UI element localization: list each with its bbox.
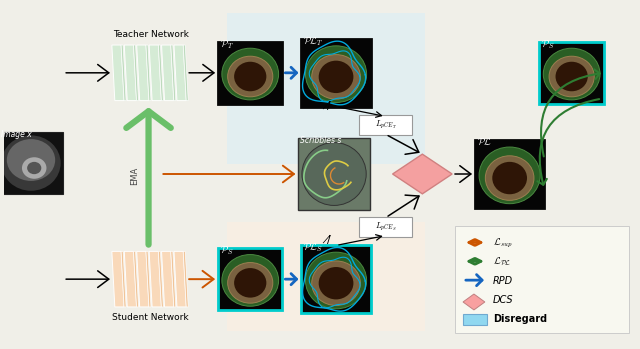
Polygon shape bbox=[149, 45, 161, 101]
Polygon shape bbox=[112, 251, 124, 307]
Ellipse shape bbox=[228, 56, 273, 97]
Polygon shape bbox=[134, 45, 138, 101]
Text: Student Network: Student Network bbox=[112, 313, 189, 322]
Polygon shape bbox=[463, 294, 485, 310]
Ellipse shape bbox=[234, 62, 266, 91]
Ellipse shape bbox=[485, 156, 534, 200]
Ellipse shape bbox=[319, 61, 353, 93]
Bar bbox=[218, 42, 282, 104]
Bar bbox=[227, 13, 426, 164]
Polygon shape bbox=[124, 251, 136, 307]
Ellipse shape bbox=[305, 252, 367, 309]
Polygon shape bbox=[137, 251, 149, 307]
FancyBboxPatch shape bbox=[359, 116, 412, 135]
Polygon shape bbox=[161, 251, 174, 307]
Text: EMA: EMA bbox=[130, 167, 139, 185]
Ellipse shape bbox=[543, 48, 600, 100]
Polygon shape bbox=[121, 45, 126, 101]
Polygon shape bbox=[174, 45, 186, 101]
Polygon shape bbox=[112, 45, 124, 101]
Bar bbox=[455, 225, 628, 333]
Text: Teacher Network: Teacher Network bbox=[113, 30, 188, 39]
Bar bbox=[227, 222, 426, 331]
Text: $\mathcal{P}\mathcal{L}_S$: $\mathcal{P}\mathcal{L}_S$ bbox=[303, 242, 324, 254]
Text: $\mathcal{P}\mathcal{L}_T$: $\mathcal{P}\mathcal{L}_T$ bbox=[303, 35, 324, 48]
Ellipse shape bbox=[7, 139, 55, 181]
Polygon shape bbox=[171, 251, 176, 307]
Bar bbox=[0, 132, 63, 194]
Text: DCS: DCS bbox=[493, 295, 513, 305]
Polygon shape bbox=[183, 45, 188, 101]
Polygon shape bbox=[183, 251, 188, 307]
Text: $\not\!\!/$: $\not\!\!/$ bbox=[322, 232, 333, 246]
Polygon shape bbox=[159, 45, 163, 101]
Text: $\mathcal{P}\mathcal{L}$: $\mathcal{P}\mathcal{L}$ bbox=[477, 137, 492, 147]
FancyBboxPatch shape bbox=[359, 217, 412, 237]
Bar bbox=[301, 39, 371, 106]
Polygon shape bbox=[174, 251, 186, 307]
Text: $\not\!\!/$: $\not\!\!/$ bbox=[322, 97, 333, 112]
Polygon shape bbox=[392, 154, 452, 194]
Text: $\mathcal{P}_T$: $\mathcal{P}_T$ bbox=[220, 38, 234, 51]
Polygon shape bbox=[121, 251, 126, 307]
Polygon shape bbox=[161, 45, 174, 101]
Text: Image x: Image x bbox=[1, 130, 31, 139]
Polygon shape bbox=[146, 45, 151, 101]
Polygon shape bbox=[134, 251, 138, 307]
Ellipse shape bbox=[222, 254, 278, 306]
Text: RPD: RPD bbox=[493, 276, 513, 286]
Ellipse shape bbox=[1, 135, 61, 191]
Polygon shape bbox=[149, 251, 161, 307]
Ellipse shape bbox=[305, 46, 367, 103]
Polygon shape bbox=[159, 251, 163, 307]
Text: $\mathcal{P}_S$: $\mathcal{P}_S$ bbox=[220, 244, 234, 257]
Text: $L_{pCE_T}$: $L_{pCE_T}$ bbox=[374, 119, 397, 132]
Polygon shape bbox=[124, 45, 136, 101]
Bar bbox=[540, 42, 604, 104]
Bar bbox=[463, 314, 487, 325]
Ellipse shape bbox=[549, 56, 594, 97]
Ellipse shape bbox=[556, 62, 588, 91]
Text: $L_{pCE_S}$: $L_{pCE_S}$ bbox=[375, 221, 397, 232]
Ellipse shape bbox=[479, 147, 540, 204]
Polygon shape bbox=[137, 45, 149, 101]
Ellipse shape bbox=[302, 143, 366, 206]
Text: $\mathcal{L}_{sup}$: $\mathcal{L}_{sup}$ bbox=[493, 237, 513, 250]
Ellipse shape bbox=[234, 268, 266, 298]
Polygon shape bbox=[146, 251, 151, 307]
Polygon shape bbox=[171, 45, 176, 101]
Text: $\mathcal{P}_S$: $\mathcal{P}_S$ bbox=[541, 38, 555, 51]
Text: Disregard: Disregard bbox=[493, 314, 547, 324]
Ellipse shape bbox=[222, 48, 278, 100]
Ellipse shape bbox=[312, 54, 360, 99]
Text: $\mathcal{L}_{\mathcal{PL}}$: $\mathcal{L}_{\mathcal{PL}}$ bbox=[493, 256, 511, 268]
Bar bbox=[298, 138, 370, 210]
Bar bbox=[218, 248, 282, 310]
Bar bbox=[301, 245, 371, 313]
Ellipse shape bbox=[319, 267, 353, 299]
Text: Scribbles s: Scribbles s bbox=[300, 136, 342, 145]
Bar bbox=[475, 140, 545, 208]
Ellipse shape bbox=[492, 162, 527, 194]
Ellipse shape bbox=[312, 261, 360, 305]
Ellipse shape bbox=[22, 157, 47, 179]
Ellipse shape bbox=[228, 262, 273, 303]
Ellipse shape bbox=[27, 162, 42, 174]
